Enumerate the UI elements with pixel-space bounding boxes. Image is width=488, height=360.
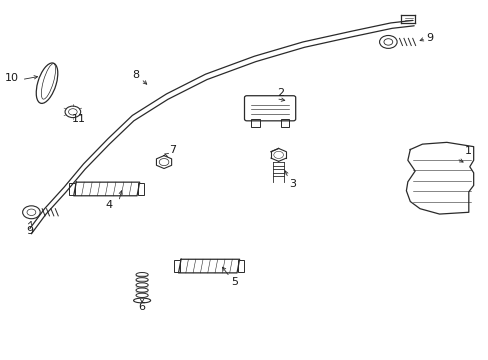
Text: 5: 5 bbox=[231, 277, 238, 287]
Text: 6: 6 bbox=[138, 302, 145, 312]
Text: 2: 2 bbox=[277, 88, 284, 98]
Text: 9: 9 bbox=[26, 226, 34, 236]
Text: 11: 11 bbox=[72, 114, 85, 124]
Text: 9: 9 bbox=[426, 33, 433, 43]
Text: 7: 7 bbox=[168, 144, 176, 154]
Text: 4: 4 bbox=[105, 200, 112, 210]
Text: 1: 1 bbox=[465, 146, 471, 156]
Text: 10: 10 bbox=[5, 73, 19, 83]
Text: 3: 3 bbox=[289, 179, 296, 189]
Text: 8: 8 bbox=[132, 70, 140, 80]
